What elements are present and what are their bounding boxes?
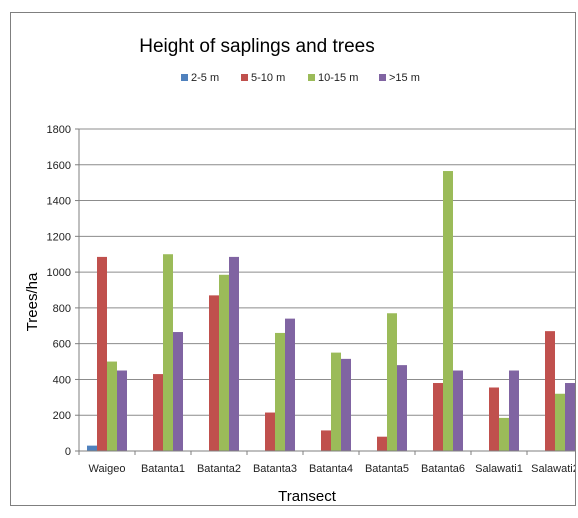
bar-batanta3-5-10-m bbox=[265, 412, 275, 451]
bar-batanta3-15-m bbox=[285, 318, 295, 451]
bars bbox=[87, 171, 575, 452]
x-axis-label: Transect bbox=[278, 488, 337, 505]
y-axis-ticks: 0 200 400 600 800 1000 1200 1400 1600 1800 bbox=[47, 124, 71, 458]
legend-label-10-15-m: 10-15 m bbox=[318, 72, 358, 84]
x-tick-label-batanta6: Batanta6 bbox=[421, 463, 465, 475]
x-tick-label-batanta5: Batanta5 bbox=[365, 463, 409, 475]
bar-waigeo-15-m bbox=[117, 370, 127, 451]
y-tick-label: 800 bbox=[53, 303, 71, 315]
legend-swatch-15-m bbox=[379, 74, 386, 81]
bar-salawati1-5-10-m bbox=[489, 387, 499, 451]
bar-batanta5-10-15-m bbox=[387, 313, 397, 451]
x-tick-label-salawati1: Salawati1 bbox=[475, 463, 523, 475]
y-tick-label: 1000 bbox=[47, 267, 71, 279]
x-axis-ticks: Waigeo Batanta1 Batanta2 Batanta3 Batanta4 Ba… bbox=[89, 463, 576, 475]
bar-batanta6-10-15-m bbox=[443, 171, 453, 452]
axes bbox=[75, 128, 575, 455]
bar-batanta6-5-10-m bbox=[433, 383, 443, 451]
bar-batanta1-5-10-m bbox=[153, 374, 163, 451]
x-tick-label-batanta2: Batanta2 bbox=[197, 463, 241, 475]
x-tick-label-waigeo: Waigeo bbox=[89, 463, 126, 475]
bar-salawati2-10-15-m bbox=[555, 393, 565, 451]
chart-frame: Height of saplings and trees 2-5 m 5-10 m… bbox=[10, 12, 576, 506]
chart-title: Height of saplings and trees bbox=[139, 36, 375, 57]
bar-chart: Height of saplings and trees 2-5 m 5-10 m… bbox=[24, 36, 576, 505]
legend-swatch-2-5-m bbox=[181, 74, 188, 81]
legend-label-5-10-m: 5-10 m bbox=[251, 72, 285, 84]
bar-waigeo-10-15-m bbox=[107, 361, 117, 451]
bar-waigeo-2-5-m bbox=[87, 445, 97, 451]
y-tick-label: 1800 bbox=[47, 124, 71, 136]
bar-waigeo-5-10-m bbox=[97, 256, 107, 451]
bar-batanta4-15-m bbox=[341, 358, 351, 451]
bar-batanta5-15-m bbox=[397, 365, 407, 451]
y-tick-label: 1600 bbox=[47, 160, 71, 172]
bar-salawati1-10-15-m bbox=[499, 417, 509, 451]
bar-batanta3-10-15-m bbox=[275, 332, 285, 451]
x-tick-label-salawati2: Salawati2 bbox=[531, 463, 576, 475]
legend-label-2-5-m: 2-5 m bbox=[191, 72, 219, 84]
gridlines bbox=[79, 128, 575, 416]
bar-salawati1-15-m bbox=[509, 370, 519, 451]
bar-batanta4-10-15-m bbox=[331, 352, 341, 451]
y-tick-label: 400 bbox=[53, 374, 71, 386]
bar-salawati2-5-10-m bbox=[545, 331, 555, 451]
legend-swatch-5-10-m bbox=[241, 74, 248, 81]
bar-batanta4-5-10-m bbox=[321, 430, 331, 451]
bar-batanta2-5-10-m bbox=[209, 295, 219, 451]
y-tick-label: 0 bbox=[65, 446, 71, 458]
x-tick-label-batanta1: Batanta1 bbox=[141, 463, 185, 475]
bar-salawati2-15-m bbox=[565, 383, 575, 451]
x-tick-label-batanta4: Batanta4 bbox=[309, 463, 353, 475]
y-tick-label: 200 bbox=[53, 410, 71, 422]
legend-label-15-m: >15 m bbox=[389, 72, 420, 84]
y-tick-label: 600 bbox=[53, 339, 71, 351]
legend: 2-5 m 5-10 m 10-15 m >15 m bbox=[181, 72, 420, 84]
y-tick-label: 1400 bbox=[47, 196, 71, 208]
bar-batanta2-15-m bbox=[229, 256, 239, 451]
y-axis-label: Trees/ha bbox=[24, 272, 41, 331]
bar-batanta2-10-15-m bbox=[219, 274, 229, 451]
bar-batanta6-15-m bbox=[453, 370, 463, 451]
bar-batanta1-15-m bbox=[173, 332, 183, 451]
bar-batanta5-5-10-m bbox=[377, 436, 387, 451]
y-tick-label: 1200 bbox=[47, 231, 71, 243]
x-tick-label-batanta3: Batanta3 bbox=[253, 463, 297, 475]
bar-batanta1-10-15-m bbox=[163, 254, 173, 451]
legend-swatch-10-15-m bbox=[308, 74, 315, 81]
